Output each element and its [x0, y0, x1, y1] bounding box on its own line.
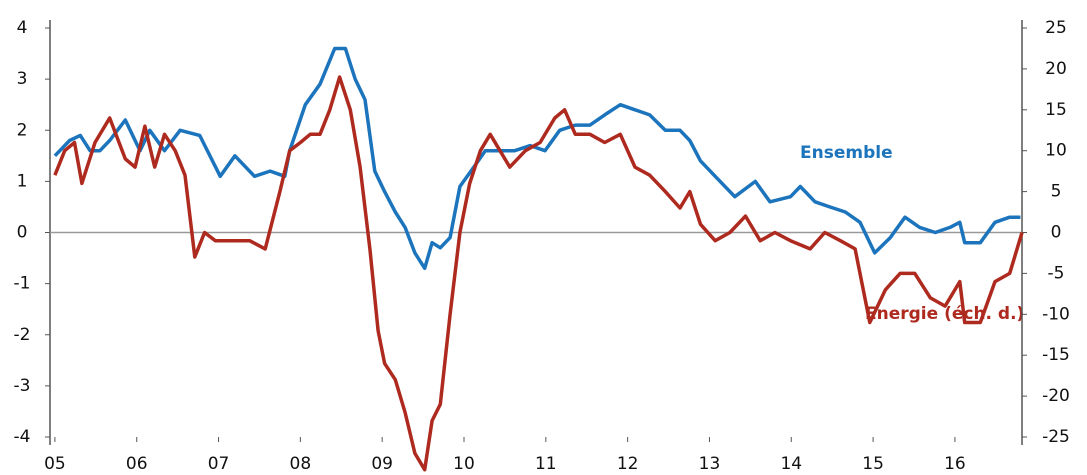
y2-tick-label: -15	[1042, 345, 1070, 365]
y-tick-label: 4	[17, 18, 28, 38]
x-tick-label: 08	[290, 454, 312, 474]
y-tick-label: 0	[17, 223, 28, 243]
x-tick-label: 16	[944, 454, 966, 474]
y2-tick-label: -5	[1048, 263, 1065, 283]
y2-tick-label: 0	[1051, 223, 1062, 243]
y2-tick-label: -20	[1042, 386, 1070, 406]
y-tick-label: 2	[17, 120, 28, 140]
y2-tick-label: 10	[1045, 141, 1067, 161]
x-tick-label: 05	[44, 454, 66, 474]
y-tick-label: -2	[14, 325, 31, 345]
x-tick-label: 07	[208, 454, 230, 474]
x-tick-label: 11	[535, 454, 557, 474]
series-line	[53, 75, 1024, 472]
y2-tick-label: -25	[1042, 427, 1070, 447]
y2-tick-label: 5	[1051, 182, 1062, 202]
y-tick-label: 1	[17, 171, 28, 191]
y2-tick-label: 20	[1045, 59, 1067, 79]
x-tick-label: 14	[780, 454, 802, 474]
x-tick-label: 09	[371, 454, 393, 474]
y2-tick-label: 15	[1045, 100, 1067, 120]
x-tick-label: 13	[699, 454, 721, 474]
y2-tick-label: -10	[1042, 304, 1070, 324]
x-tick-label: 15	[862, 454, 884, 474]
y-tick-label: -3	[14, 376, 31, 396]
x-tick-label: 06	[126, 454, 148, 474]
y-tick-label: -1	[14, 274, 31, 294]
series-label: Ensemble	[800, 143, 893, 163]
y2-tick-label: 25	[1045, 18, 1067, 38]
y-tick-label: -4	[14, 427, 31, 447]
x-tick-label: 10	[453, 454, 475, 474]
x-tick-label: 12	[617, 454, 639, 474]
y-tick-label: 3	[17, 69, 28, 89]
